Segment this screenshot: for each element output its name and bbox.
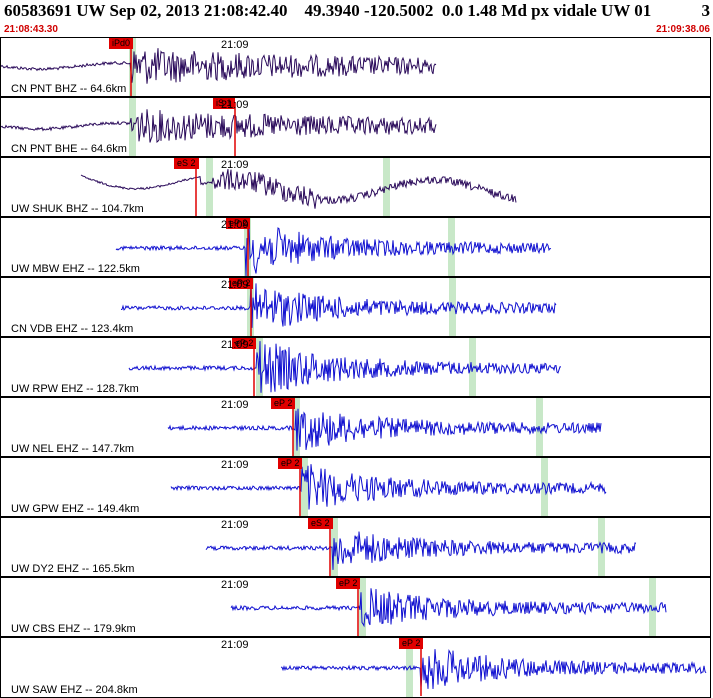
trace-panel[interactable]: eP 2 21:09 UW RPW EHZ -- 128.7km: [0, 337, 711, 397]
event-count: 3: [701, 1, 711, 20]
phase-pick-flag[interactable]: iS 1: [213, 98, 235, 109]
phase-pick-flag[interactable]: eP 2: [278, 458, 303, 469]
trace-panel[interactable]: eP 2 21:09 UW MBW EHZ -- 122.5km: [0, 217, 711, 277]
seismic-trace: [230, 588, 667, 628]
waveform-plot: [120, 278, 557, 336]
station-label: UW RPW EHZ -- 128.7km: [11, 383, 139, 395]
phase-pick-flag[interactable]: eS 2: [174, 158, 199, 169]
time-mark-label: 21:09: [221, 399, 249, 411]
time-mark-label: 21:09: [221, 639, 249, 651]
waveform-plot: [128, 338, 562, 396]
station-label: UW GPW EHZ -- 149.4km: [11, 503, 140, 515]
time-mark-label: 21:09: [221, 339, 249, 351]
seismic-trace: [170, 464, 607, 510]
phase-window: [301, 458, 308, 516]
header-bar: 60583691 UW Sep 02, 2013 21:08:42.40 49.…: [0, 0, 713, 38]
seismogram-panels: iPd0 21:09 CN PNT BHZ -- 64.6km iS 1 21:09 CN…: [0, 37, 713, 698]
seismic-trace: [1, 109, 437, 143]
seismic-trace: [205, 531, 637, 570]
seismic-trace: [115, 223, 552, 276]
trace-panel[interactable]: eP 2 21:09 UW SAW EHZ -- 204.8km: [0, 637, 711, 698]
phase-pick-flag[interactable]: eP 2: [399, 638, 424, 649]
phase-window: [649, 578, 656, 636]
station-label: CN VDB EHZ -- 123.4km: [11, 323, 134, 335]
seismic-trace: [80, 169, 517, 209]
seismic-trace: [280, 648, 707, 690]
station-label: UW NEL EHZ -- 147.7km: [11, 443, 135, 455]
trace-panel[interactable]: eP 2 21:09 UW CBS EHZ -- 179.9km: [0, 577, 711, 637]
trace-panel[interactable]: iS 1 21:09 CN PNT BHE -- 64.6km: [0, 97, 711, 157]
phase-window: [129, 38, 136, 96]
station-label: CN PNT BHZ -- 64.6km: [11, 83, 127, 95]
trace-panel[interactable]: eP 2 21:09 CN VDB EHZ -- 123.4km: [0, 277, 711, 337]
time-mark-label: 21:09: [221, 519, 249, 531]
seismic-trace: [120, 282, 557, 328]
phase-window: [406, 638, 413, 697]
time-mark-label: 21:09: [221, 279, 249, 291]
phase-pick-flag[interactable]: eP 2: [271, 398, 296, 409]
phase-pick-flag[interactable]: eS 2: [308, 518, 333, 529]
trace-panel[interactable]: eP 2 21:09 UW NEL EHZ -- 147.7km: [0, 397, 711, 457]
phase-window: [359, 578, 366, 636]
phase-window: [469, 338, 476, 396]
station-label: UW SAW EHZ -- 204.8km: [11, 684, 138, 696]
waveform-plot: [1, 38, 437, 96]
station-label: CN PNT BHE -- 64.6km: [11, 143, 127, 155]
phase-pick-flag[interactable]: eP 2: [336, 578, 361, 589]
phase-window: [541, 458, 548, 516]
time-mark-label: 21:09: [221, 579, 249, 591]
phase-window: [129, 98, 136, 156]
phase-window: [206, 158, 213, 216]
time-mark-label: 21:09: [221, 39, 249, 51]
seismic-trace: [167, 408, 602, 451]
seismic-trace: [128, 341, 562, 393]
trace-panel[interactable]: eS 2 21:09 UW DY2 EHZ -- 165.5km: [0, 517, 711, 577]
event-title: 60583691 UW Sep 02, 2013 21:08:42.40 49.…: [4, 1, 652, 20]
station-label: UW CBS EHZ -- 179.9km: [11, 623, 136, 635]
end-time: 21:09:38.06: [656, 24, 710, 35]
phase-pick-flag[interactable]: iPd0: [109, 38, 134, 49]
station-label: UW MBW EHZ -- 122.5km: [11, 263, 140, 275]
waveform-plot: [167, 398, 602, 456]
station-label: UW SHUK BHZ -- 104.7km: [11, 203, 144, 215]
time-mark-label: 21:09: [221, 459, 249, 471]
time-mark-label: 21:09: [221, 219, 249, 231]
waveform-plot: [230, 578, 667, 636]
trace-panel[interactable]: eS 2 21:09 UW SHUK BHZ -- 104.7km: [0, 157, 711, 217]
waveform-plot: [280, 638, 707, 697]
station-label: UW DY2 EHZ -- 165.5km: [11, 563, 135, 575]
phase-pick-flag[interactable]: eP 2: [229, 278, 254, 289]
waveform-plot: [1, 98, 437, 156]
start-time: 21:08:43.30: [4, 24, 58, 35]
time-mark-label: 21:09: [221, 159, 249, 171]
seismic-trace: [1, 48, 437, 84]
phase-pick-flag[interactable]: eP 2: [226, 218, 251, 229]
waveform-plot: [80, 158, 517, 216]
trace-panel[interactable]: iPd0 21:09 CN PNT BHZ -- 64.6km: [0, 37, 711, 97]
waveform-plot: [115, 218, 552, 276]
waveform-plot: [170, 458, 607, 516]
phase-pick-flag[interactable]: eP 2: [232, 338, 257, 349]
time-mark-label: 21:09: [221, 99, 249, 111]
waveform-plot: [205, 518, 637, 576]
trace-panel[interactable]: eP 2 21:09 UW GPW EHZ -- 149.4km: [0, 457, 711, 517]
